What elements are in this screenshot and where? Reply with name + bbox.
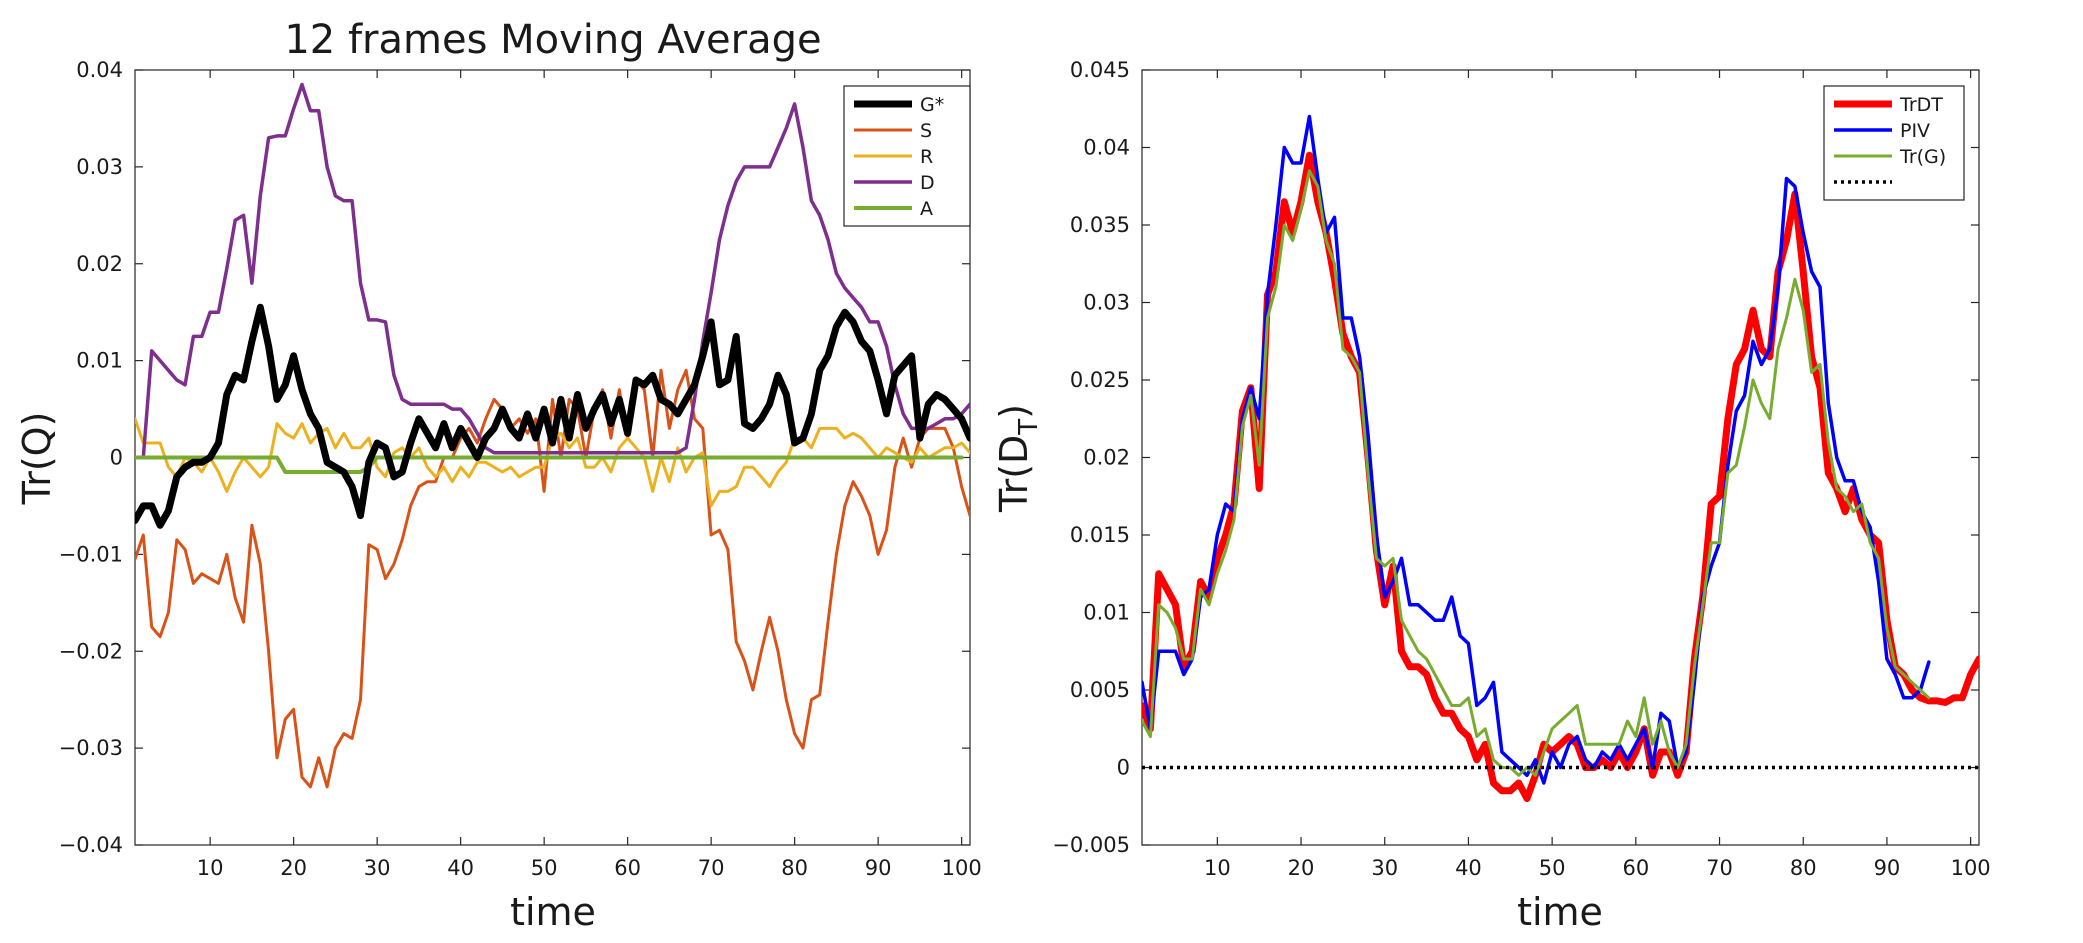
left-legend-label: G*: [920, 94, 944, 116]
left-chart-title: 12 frames Moving Average: [284, 17, 821, 63]
left-series-line-s: [135, 368, 970, 789]
right-chart-y-label: Tr(DT): [992, 404, 1044, 513]
right-y-tick-label: 0.02: [1083, 446, 1130, 470]
right-chart-y-label-close: ): [992, 404, 1036, 419]
right-y-tick-label: 0.025: [1070, 368, 1130, 392]
left-legend-label: S: [920, 120, 932, 142]
right-x-tick-label: 80: [1790, 856, 1817, 880]
left-x-tick-label: 20: [280, 856, 307, 880]
left-series-line-d: [141, 82, 970, 460]
right-y-tick-label: 0.035: [1070, 213, 1130, 237]
right-series-group: [1142, 114, 1979, 802]
left-legend-label: A: [920, 198, 933, 220]
right-y-tick-label: 0.005: [1070, 678, 1130, 702]
left-x-tick-label: 50: [531, 856, 558, 880]
right-x-tick-label: 60: [1622, 856, 1649, 880]
right-y-tick-label: −0.005: [1052, 833, 1130, 857]
left-x-tick-label: 60: [614, 856, 641, 880]
right-x-tick-label: 30: [1371, 856, 1398, 880]
right-x-tick-label: 70: [1706, 856, 1733, 880]
left-x-tick-label: 10: [197, 856, 224, 880]
left-legend-label: D: [920, 172, 935, 194]
right-x-tick-label: 50: [1539, 856, 1566, 880]
left-chart-x-label: time: [510, 890, 596, 934]
left-y-tick-label: 0.03: [76, 155, 123, 179]
left-y-tick-label: 0.02: [76, 252, 123, 276]
left-x-tick-label: 40: [447, 856, 474, 880]
left-y-tick-label: 0: [110, 446, 123, 470]
left-chart: 12 frames Moving Average time Tr(Q) 10 20…: [15, 17, 982, 934]
left-legend-label: R: [920, 146, 933, 168]
left-x-tick-label: 70: [698, 856, 725, 880]
left-series-line-g-: [135, 303, 970, 529]
right-legend: TrDT PIV Tr(G): [1823, 85, 1965, 201]
right-x-tick-label: 20: [1288, 856, 1315, 880]
left-x-tick-label: 30: [364, 856, 391, 880]
right-x-tick-label: 90: [1874, 856, 1901, 880]
right-legend-label: TrDT: [1899, 94, 1943, 116]
left-series-line-a: [135, 455, 964, 474]
right-chart: time Tr(DT) 10 20 30 40 50 60 70 80 90 100 −0.005 0…: [992, 58, 1991, 934]
right-y-tick-label: 0.015: [1070, 523, 1130, 547]
right-x-tick-label: 100: [1951, 856, 1991, 880]
right-chart-y-label-main: Tr(D: [992, 435, 1036, 513]
right-legend-label: Tr(G): [1899, 146, 1946, 168]
right-series-line-tr-g-: [1142, 169, 1931, 777]
left-x-tick-label: 90: [865, 856, 892, 880]
left-chart-y-label: Tr(Q): [15, 412, 59, 506]
right-y-tick-label: 0: [1117, 756, 1130, 780]
left-y-tick-label: −0.02: [59, 639, 123, 663]
right-y-tick-label: 0.01: [1083, 601, 1130, 625]
right-y-tick-label: 0.04: [1083, 136, 1130, 160]
left-y-tick-label: −0.01: [59, 542, 123, 566]
right-series-line-trdt: [1142, 151, 1979, 802]
right-series-line-piv: [1142, 114, 1931, 785]
left-y-tick-label: −0.04: [59, 833, 123, 857]
left-y-tick-label: −0.03: [59, 736, 123, 760]
right-x-tick-label: 10: [1204, 856, 1231, 880]
right-legend-label: PIV: [1900, 120, 1930, 142]
right-chart-x-label: time: [1517, 890, 1603, 934]
left-x-tick-label: 80: [781, 856, 808, 880]
left-y-tick-label: 0.01: [76, 349, 123, 373]
right-y-tick-label: 0.03: [1083, 291, 1130, 315]
left-y-tick-label: 0.04: [76, 58, 123, 82]
left-x-tick-label: 100: [942, 856, 982, 880]
left-series-group: [135, 82, 970, 789]
right-y-tick-label: 0.045: [1070, 58, 1130, 82]
right-chart-y-label-sub: T: [1014, 419, 1044, 436]
right-x-tick-label: 40: [1455, 856, 1482, 880]
